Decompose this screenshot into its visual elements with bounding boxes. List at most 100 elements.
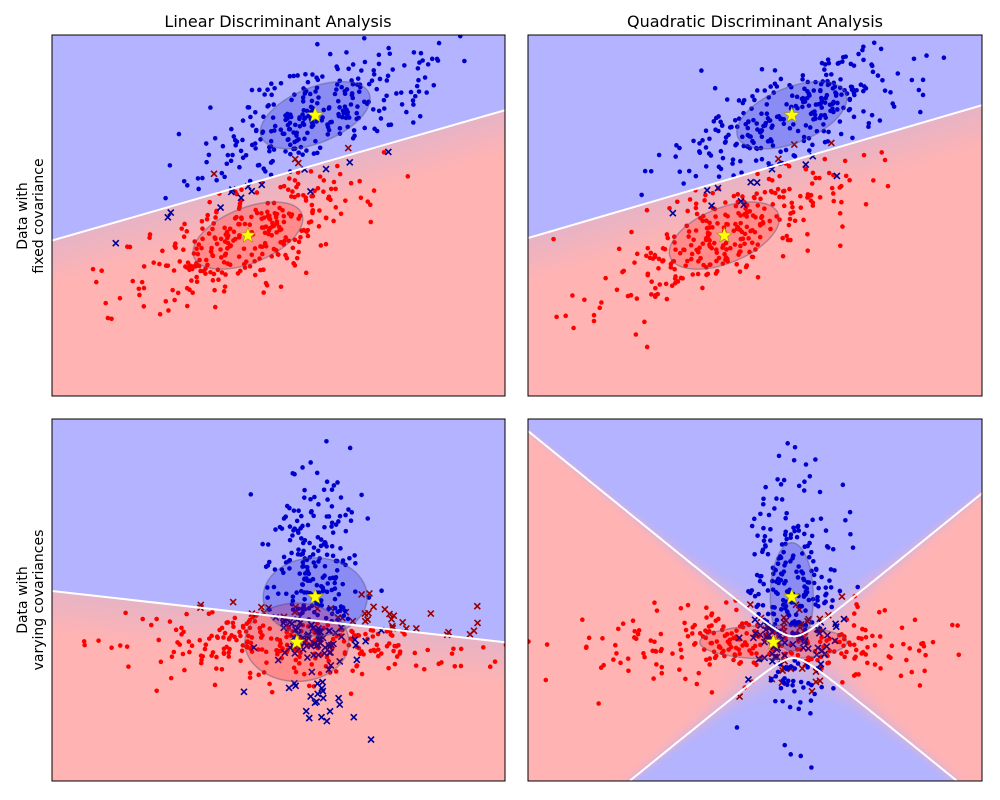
region-cell <box>705 473 708 476</box>
region-cell <box>891 422 894 425</box>
region-cell <box>789 437 792 440</box>
region-cell <box>855 473 858 476</box>
point-class1 <box>851 87 856 93</box>
region-cell <box>726 425 729 428</box>
region-cell <box>594 458 597 461</box>
region-cell <box>702 437 705 440</box>
region-cell <box>684 431 687 434</box>
point-class0 <box>723 200 728 205</box>
region-cell <box>969 443 972 446</box>
region-cell <box>573 443 576 446</box>
region-cell <box>753 458 756 461</box>
region-cell <box>666 470 669 473</box>
region-cell <box>609 470 612 473</box>
region-cell <box>762 422 765 425</box>
region-cell <box>717 455 720 458</box>
region-cell <box>945 428 948 431</box>
region-cell <box>672 437 675 440</box>
point-class0 <box>263 224 269 229</box>
region-cell <box>777 422 780 425</box>
point-class1 <box>774 84 780 89</box>
point-class1 <box>334 87 339 92</box>
region-cell <box>648 452 651 455</box>
misclassified-class1 <box>288 620 296 628</box>
region-cell <box>669 458 672 461</box>
region-cell <box>927 434 930 437</box>
region-cell <box>579 443 582 446</box>
region-cell <box>678 431 681 434</box>
region-cell <box>579 440 582 443</box>
point-class0 <box>249 635 255 640</box>
region-cell <box>543 473 546 476</box>
region-cell <box>612 464 615 467</box>
misclassified-class1 <box>352 641 360 649</box>
point-class0 <box>218 255 224 260</box>
region-cell <box>861 419 864 422</box>
region-cell <box>828 479 831 482</box>
region-cell <box>537 464 540 467</box>
region-cell <box>702 422 705 425</box>
region-cell <box>942 476 945 479</box>
region-cell <box>609 440 612 443</box>
region-cell <box>783 422 786 425</box>
region-cell <box>960 458 963 461</box>
region-cell <box>591 437 594 440</box>
point-class1 <box>266 144 272 150</box>
region-cell <box>546 464 549 467</box>
region-cell <box>963 473 966 476</box>
point-class1 <box>302 91 308 96</box>
point-class1 <box>302 597 307 602</box>
region-cell <box>615 446 618 449</box>
region-cell <box>750 449 753 452</box>
region-cell <box>705 455 708 458</box>
point-class1 <box>302 606 308 612</box>
point-class1 <box>233 142 238 148</box>
point-class1 <box>411 120 416 125</box>
region-cell <box>534 425 537 428</box>
region-cell <box>795 479 798 482</box>
region-cell <box>864 470 867 473</box>
region-cell <box>696 431 699 434</box>
region-cell <box>558 440 561 443</box>
region-cell <box>894 437 897 440</box>
region-cell <box>816 422 819 425</box>
region-cell <box>660 455 663 458</box>
region-cell <box>969 422 972 425</box>
region-cell <box>540 452 543 455</box>
region-cell <box>681 437 684 440</box>
region-cell <box>615 470 618 473</box>
region-cell <box>759 452 762 455</box>
region-cell <box>573 473 576 476</box>
region-cell <box>585 422 588 425</box>
region-cell <box>672 422 675 425</box>
region-cell <box>543 437 546 440</box>
region-cell <box>771 431 774 434</box>
region-cell <box>894 461 897 464</box>
region-cell <box>687 455 690 458</box>
point-class0 <box>790 209 796 215</box>
region-cell <box>870 473 873 476</box>
region-cell <box>561 476 564 479</box>
point-class0 <box>199 657 204 663</box>
region-cell <box>891 440 894 443</box>
region-cell <box>684 452 687 455</box>
region-cell <box>939 449 942 452</box>
region-cell <box>942 449 945 452</box>
region-cell <box>948 476 951 479</box>
region-cell <box>861 455 864 458</box>
region-cell <box>894 425 897 428</box>
point-class1 <box>858 82 864 88</box>
mean-star-class0 <box>288 633 306 650</box>
region-cell <box>708 440 711 443</box>
region-cell <box>561 461 564 464</box>
region-cell <box>543 428 546 431</box>
point-class1 <box>411 102 416 107</box>
point-class1 <box>823 72 829 78</box>
region-cell <box>747 440 750 443</box>
region-cell <box>807 452 810 455</box>
point-class1 <box>374 128 380 134</box>
region-cell <box>771 452 774 455</box>
point-class1 <box>820 79 826 84</box>
region-cell <box>726 458 729 461</box>
point-class0 <box>264 660 269 665</box>
